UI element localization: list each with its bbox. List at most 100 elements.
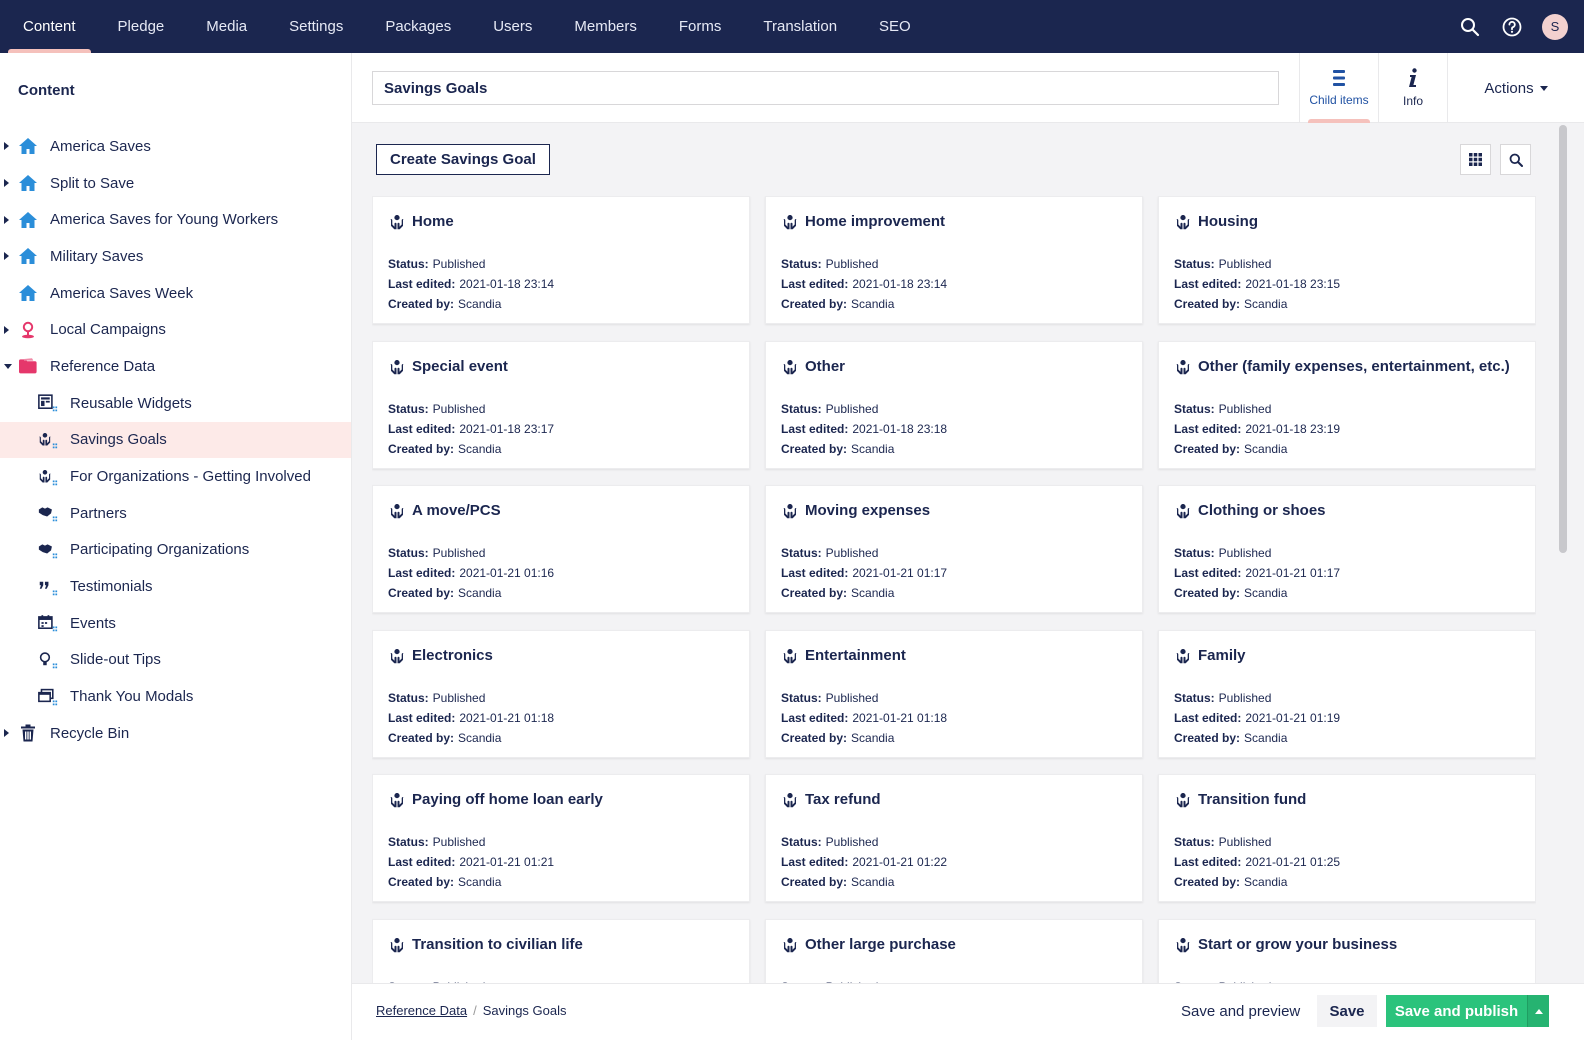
card-title[interactable]: Entertainment: [805, 647, 906, 664]
card-title[interactable]: Transition fund: [1198, 791, 1307, 808]
child-item-card[interactable]: A move/PCS Status: Published Last edited: 20…: [372, 485, 750, 613]
top-right-tools: S: [1458, 0, 1584, 53]
child-item-card[interactable]: Start or grow your business Status: Publis…: [1158, 919, 1536, 984]
card-title[interactable]: Electronics: [412, 647, 493, 664]
breadcrumb-item-reference-data[interactable]: Reference Data: [376, 1003, 468, 1018]
card-title[interactable]: Moving expenses: [805, 502, 931, 519]
publish-options-button[interactable]: [1527, 995, 1549, 1027]
child-item-card[interactable]: Housing Status: Published Last edited: 2021-…: [1158, 196, 1536, 324]
tree-item-reusable-widgets[interactable]: Reusable Widgets: [0, 385, 351, 422]
tab-pledge[interactable]: Pledge: [117, 18, 165, 35]
card-title[interactable]: Transition to civilian life: [412, 936, 583, 953]
card-title[interactable]: Home improvement: [805, 213, 946, 230]
card-meta-last-edited: Last edited: 2021-01-21 01:18: [781, 708, 947, 728]
child-item-card[interactable]: Clothing or shoes Status: Published Last ed…: [1158, 485, 1536, 613]
tree-item-participating-organizations[interactable]: Participating Organizations: [0, 532, 351, 569]
tab-child-items[interactable]: Child items: [1299, 53, 1378, 123]
card-title[interactable]: Other: [805, 358, 846, 375]
tree-item-slide-out-tips[interactable]: Slide-out Tips: [0, 642, 351, 679]
card-title[interactable]: A move/PCS: [412, 502, 501, 519]
tree-item-testimonials[interactable]: Testimonials: [0, 568, 351, 605]
card-title[interactable]: Housing: [1198, 213, 1258, 230]
child-item-card[interactable]: Electronics Status: Published Last edited: 2…: [372, 630, 750, 758]
tab-members[interactable]: Members: [574, 18, 637, 35]
card-title[interactable]: Paying off home loan early: [412, 791, 603, 808]
tree-item-local-campaigns[interactable]: Local Campaigns: [0, 311, 351, 348]
tree-item-military-saves[interactable]: Military Saves: [0, 238, 351, 275]
help-icon[interactable]: [1500, 15, 1524, 39]
tab-settings[interactable]: Settings: [289, 18, 344, 35]
card-title[interactable]: Tax refund: [805, 791, 881, 808]
tree-item-for-organizations-getting-involved[interactable]: For Organizations - Getting Involved: [0, 458, 351, 495]
child-items-grid: Home Status: Published Last edited: 2021-01-…: [372, 196, 1536, 984]
child-item-card[interactable]: Other large purchase Status: Published: [765, 919, 1143, 984]
tree-item-partners[interactable]: Partners: [0, 495, 351, 532]
tab-forms[interactable]: Forms: [678, 18, 722, 35]
caret-right-icon[interactable]: [4, 215, 9, 224]
tree-item-thank-you-modals[interactable]: Thank You Modals: [0, 678, 351, 715]
card-meta-label: Status:: [781, 980, 822, 984]
caret-down-icon[interactable]: [4, 363, 12, 369]
card-title[interactable]: Other (family expenses, entertainment, e…: [1198, 358, 1510, 375]
tab-packages[interactable]: Packages: [385, 18, 452, 35]
card-title[interactable]: Home: [412, 213, 454, 230]
caret-right-icon[interactable]: [4, 252, 9, 261]
grid-view-button[interactable]: [1460, 144, 1491, 175]
hand-plant-icon: [781, 791, 799, 809]
tree-item-america-saves[interactable]: America Saves: [0, 128, 351, 165]
child-item-card[interactable]: Transition fund Status: Published Last edit…: [1158, 774, 1536, 902]
search-icon[interactable]: [1458, 15, 1482, 39]
node-name-input[interactable]: [372, 71, 1279, 105]
list-search-button[interactable]: [1500, 144, 1531, 175]
hand-plant-icon: [1174, 936, 1192, 954]
create-savings-goal-button[interactable]: Create Savings Goal: [376, 144, 550, 175]
actions-dropdown[interactable]: Actions: [1447, 53, 1584, 123]
save-and-preview-button[interactable]: Save and preview: [1168, 995, 1313, 1027]
tab-content[interactable]: Content: [2, 0, 97, 53]
child-item-card[interactable]: Entertainment Status: Published Last edited…: [765, 630, 1143, 758]
card-title[interactable]: Start or grow your business: [1198, 936, 1398, 953]
card-title[interactable]: Other large purchase: [805, 936, 956, 953]
tree-item-savings-goals[interactable]: Savings Goals: [0, 421, 351, 459]
tree-item-recycle-bin[interactable]: Recycle Bin: [0, 715, 351, 752]
child-item-card[interactable]: Moving expenses Status: Published Last edit…: [765, 485, 1143, 613]
tree-item-reference-data[interactable]: Reference Data: [0, 348, 351, 385]
child-item-card[interactable]: Transition to civilian life Status: Publis…: [372, 919, 750, 984]
child-item-card[interactable]: Tax refund Status: Published Last edited: 20…: [765, 774, 1143, 902]
tree-item-america-saves-for-young-workers[interactable]: America Saves for Young Workers: [0, 201, 351, 238]
child-item-card[interactable]: Family Status: Published Last edited: 2021-0…: [1158, 630, 1536, 758]
tree-item-america-saves-week[interactable]: America Saves Week: [0, 275, 351, 312]
tab-users[interactable]: Users: [493, 18, 533, 35]
caret-right-icon[interactable]: [4, 179, 9, 188]
caret-right-icon[interactable]: [4, 325, 9, 334]
card-meta-value: Published: [432, 402, 486, 416]
tree-item-label: Events: [70, 614, 116, 632]
child-item-card[interactable]: Other Status: Published Last edited: 2021-01…: [765, 341, 1143, 469]
card-meta-last-edited: Last edited: 2021-01-21 01:25: [1174, 852, 1340, 872]
card-meta-value: 2021-01-18 23:18: [852, 422, 948, 436]
child-item-card[interactable]: Other (family expenses, entertainment, e…: [1158, 341, 1536, 469]
child-item-card[interactable]: Special event Status: Published Last edited…: [372, 341, 750, 469]
content-tree: America Saves Split to Save America Saves …: [0, 128, 351, 752]
caret-right-icon[interactable]: [4, 729, 9, 738]
child-item-card[interactable]: Home Status: Published Last edited: 2021-01-…: [372, 196, 750, 324]
tree-item-events[interactable]: Events: [0, 605, 351, 642]
child-item-card[interactable]: Home improvement Status: Published Last edi…: [765, 196, 1143, 324]
card-title[interactable]: Special event: [412, 358, 508, 375]
tab-media[interactable]: Media: [206, 18, 248, 35]
tab-seo[interactable]: SEO: [879, 18, 911, 35]
handshake-list-icon: [38, 503, 58, 523]
save-and-publish-button[interactable]: Save and publish: [1386, 995, 1527, 1027]
card-title[interactable]: Family: [1198, 647, 1246, 664]
user-avatar[interactable]: S: [1542, 13, 1568, 40]
card-title[interactable]: Clothing or shoes: [1198, 502, 1326, 519]
tab-translation[interactable]: Translation: [763, 18, 838, 35]
caret-right-icon[interactable]: [4, 142, 9, 151]
card-meta-label: Last edited:: [781, 855, 849, 869]
card-meta-value: Published: [432, 546, 486, 560]
save-button[interactable]: Save: [1317, 995, 1377, 1027]
tree-item-split-to-save[interactable]: Split to Save: [0, 165, 351, 202]
tab-info[interactable]: Info: [1378, 53, 1447, 123]
scrollbar[interactable]: [1559, 125, 1567, 553]
child-item-card[interactable]: Paying off home loan early Status: Publish…: [372, 774, 750, 902]
